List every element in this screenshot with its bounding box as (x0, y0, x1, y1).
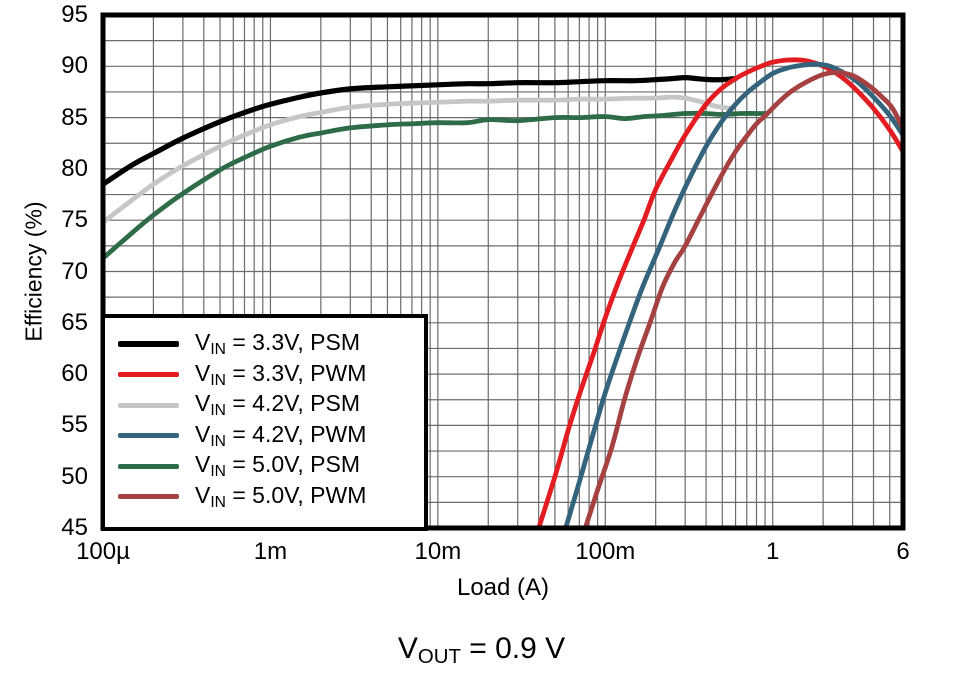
legend-box: VIN = 3.3V, PSM VIN = 3.3V, PWM VIN = 4.2V… (101, 314, 428, 531)
y-tick-label-80: 80 (61, 154, 88, 182)
y-tick-label-60: 60 (61, 360, 88, 388)
legend-label-vin-3.3v-psm: VIN = 3.3V, PSM (195, 329, 361, 359)
legend-item-vin-3.3v-pwm: VIN = 3.3V, PWM (118, 360, 424, 391)
legend-item-vin-4.2v-psm: VIN = 4.2V, PSM (118, 390, 424, 421)
curve-vin-5.0v-pwm (582, 70, 903, 528)
y-tick-label-55: 55 (61, 411, 88, 439)
legend-label-vin-4.2v-pwm: VIN = 4.2V, PWM (195, 420, 367, 450)
y-tick-label-70: 70 (61, 257, 88, 285)
x-tick-label-10m: 10m (414, 538, 462, 565)
x-tick-label-1m: 1m (253, 538, 288, 565)
legend-rows: VIN = 3.3V, PSM VIN = 3.3V, PWM VIN = 4.2V… (118, 329, 424, 512)
y-tick-label-45: 45 (61, 514, 88, 541)
legend-label-vin-4.2v-psm: VIN = 4.2V, PSM (195, 390, 361, 420)
curve-vin-3.3v-pwm (536, 57, 903, 528)
y-tick-label-50: 50 (61, 462, 88, 490)
curve-vin-5.0v-psm (103, 110, 770, 261)
plot-border (100, 12, 906, 531)
curve-vin-3.3v-psm (103, 75, 739, 187)
legend-swatch-vin-3.3v-psm (118, 341, 179, 348)
chart-caption: VOUT = 0.9 V (0, 632, 963, 669)
legend-item-vin-5.0v-psm: VIN = 5.0V, PSM (118, 451, 424, 482)
x-tick-label-100m: 100m (575, 538, 636, 565)
legend-swatch-vin-5.0v-pwm (118, 494, 179, 500)
y-tick-label-75: 75 (61, 206, 88, 234)
x-tick-label-6: 6 (896, 538, 910, 565)
legend-item-vin-4.2v-pwm: VIN = 4.2V, PWM (118, 421, 424, 452)
caption-value: = 0.9 V (460, 632, 566, 665)
caption-subscript: OUT (417, 646, 461, 669)
legend-swatch-vin-3.3v-pwm (118, 372, 179, 378)
x-tick-label-100: 100µ (76, 538, 130, 565)
caption-symbol: V (397, 632, 418, 665)
legend-item-vin-5.0v-pwm: VIN = 5.0V, PWM (118, 482, 424, 513)
y-tick-label-85: 85 (61, 103, 88, 131)
y-tick-label-65: 65 (61, 308, 88, 336)
legend-item-vin-3.3v-psm: VIN = 3.3V, PSM (118, 329, 424, 360)
x-axis-title: Load (A) (456, 574, 550, 601)
curves (103, 57, 903, 528)
legend-swatch-vin-4.2v-pwm (118, 433, 179, 439)
y-axis-title: Efficiency (%) (20, 201, 47, 342)
legend-swatch-vin-5.0v-psm (118, 463, 179, 469)
x-tick-label-1: 1 (766, 538, 780, 565)
legend-label-vin-5.0v-psm: VIN = 5.0V, PSM (195, 451, 361, 481)
y-tick-label-90: 90 (61, 52, 88, 80)
legend-label-vin-5.0v-pwm: VIN = 5.0V, PWM (195, 481, 367, 511)
y-tick-label-95: 95 (61, 1, 88, 28)
legend-label-vin-3.3v-pwm: VIN = 3.3V, PWM (195, 359, 367, 389)
legend-swatch-vin-4.2v-psm (118, 402, 179, 408)
curve-vin-4.2v-psm (103, 94, 733, 225)
